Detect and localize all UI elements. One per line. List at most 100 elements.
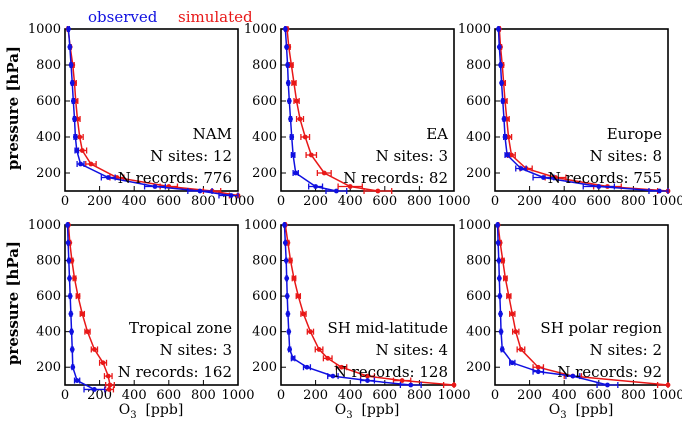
observed-point	[596, 184, 602, 189]
observed-point	[518, 166, 524, 171]
observed-point	[78, 161, 83, 167]
simulated-point	[72, 275, 77, 281]
panel-frame	[64, 28, 239, 192]
observed-point	[289, 134, 295, 140]
observed-point	[498, 311, 503, 317]
observed-point	[70, 98, 76, 104]
y-axis-label-bottom: pressure [hPa]	[4, 240, 22, 366]
x-tick-label: 200	[87, 388, 112, 403]
observed-point	[70, 364, 76, 370]
region-label: Europe	[607, 125, 662, 143]
x-tick-label: 400	[122, 388, 147, 403]
simulated-point	[291, 275, 297, 281]
observed-point	[69, 347, 75, 352]
y-tick-label: 800	[252, 254, 277, 269]
observed-point	[65, 222, 70, 228]
x-tick-label: 800	[407, 194, 432, 209]
observed-point	[495, 240, 501, 246]
simulated-point	[105, 373, 111, 379]
x-tick-label: 400	[338, 388, 363, 403]
observed-point	[502, 134, 508, 140]
y-tick-label: 800	[36, 58, 61, 73]
y-tick-label: 600	[252, 289, 277, 304]
observed-point	[290, 152, 296, 158]
x-axis-label-main: O	[118, 402, 131, 418]
legend-observed: observed	[88, 8, 158, 26]
observed-point	[282, 26, 288, 32]
simulated-point	[506, 293, 512, 299]
observed-point	[66, 26, 71, 32]
simulated-point	[399, 378, 405, 383]
observed-point	[499, 80, 504, 86]
sites-label: N sites: 2	[590, 341, 662, 359]
observed-point	[67, 293, 73, 299]
observed-point	[509, 360, 515, 366]
y-tick-label: 200	[466, 166, 491, 181]
simulated-line	[286, 28, 379, 192]
x-axis-label-main: O	[548, 402, 561, 418]
observed-point	[535, 369, 541, 375]
observed-line	[497, 28, 660, 192]
panel-frame	[494, 224, 669, 386]
sites-label: N sites: 4	[376, 341, 448, 359]
sites-label: N sites: 12	[150, 147, 232, 165]
x-tick-label: 200	[517, 194, 542, 209]
observed-point	[286, 98, 292, 104]
legend-simulated: simulated	[178, 8, 253, 26]
observed-point	[284, 293, 290, 299]
observed-point	[293, 170, 299, 176]
simulated-point	[295, 293, 301, 299]
observed-point	[74, 378, 80, 383]
x-tick-label: 0	[61, 388, 69, 403]
sites-label: N sites: 8	[590, 147, 662, 165]
y-tick-label: 400	[466, 130, 491, 145]
observed-point	[284, 44, 289, 50]
region-label: Tropical zone	[129, 319, 232, 337]
observed-point	[304, 364, 310, 370]
x-tick-label: 1000	[437, 194, 470, 209]
simulated-point	[308, 152, 314, 158]
sites-label: N sites: 3	[160, 341, 232, 359]
observed-point	[285, 80, 291, 86]
simulated-point	[506, 134, 511, 140]
simulated-point	[339, 364, 344, 370]
x-tick-label: 0	[277, 388, 285, 403]
x-tick-label: 600	[586, 194, 611, 209]
x-tick-label: 200	[517, 388, 542, 403]
simulated-point	[509, 311, 515, 317]
observed-point	[282, 240, 288, 246]
observed-point	[541, 175, 546, 180]
x-tick-label: 600	[372, 388, 397, 403]
simulated-point	[79, 311, 85, 317]
simulated-point	[347, 184, 353, 189]
simulated-point	[509, 152, 514, 158]
simulated-point	[500, 258, 506, 263]
simulated-point	[301, 311, 306, 317]
simulated-point	[518, 347, 524, 352]
observed-point	[284, 275, 290, 281]
simulated-point	[75, 293, 81, 299]
x-axis-label-unit: [ppb]	[575, 402, 614, 418]
observed-point	[333, 188, 339, 194]
observed-point	[365, 378, 370, 383]
y-tick-label: 400	[36, 130, 61, 145]
y-tick-label: 600	[466, 94, 491, 109]
x-tick-label: 1000	[651, 388, 682, 403]
region-label: SH polar region	[540, 319, 662, 337]
x-axis-label-3: O3 [ppb]	[521, 402, 641, 421]
x-tick-label: 600	[156, 388, 181, 403]
simulated-point	[294, 98, 299, 104]
x-tick-label: 400	[552, 388, 577, 403]
panel-frame	[64, 224, 239, 386]
simulated-point	[365, 373, 370, 379]
simulated-point	[100, 360, 106, 366]
x-axis-label-1: O3 [ppb]	[91, 402, 211, 421]
simulated-point	[107, 382, 113, 388]
simulated-point	[316, 347, 322, 352]
observed-point	[66, 258, 72, 263]
observed-line	[283, 224, 411, 386]
observed-line	[496, 224, 608, 386]
x-tick-label: 200	[303, 388, 328, 403]
y-tick-label: 200	[252, 166, 277, 181]
